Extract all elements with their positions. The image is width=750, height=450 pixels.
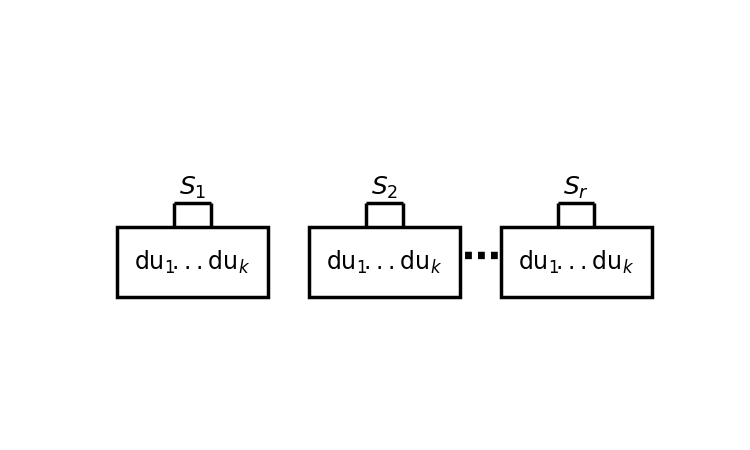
Text: $\mathrm{du}_{1}\!\mathrm{...du}_{k}$: $\mathrm{du}_{1}\!\mathrm{...du}_{k}$ (326, 248, 442, 275)
Text: $\mathbf{\cdots}$: $\mathbf{\cdots}$ (461, 238, 500, 276)
Text: $S_{2}$: $S_{2}$ (370, 175, 398, 201)
Text: $S_{1}$: $S_{1}$ (179, 175, 206, 201)
Bar (117, 227, 268, 297)
Bar (501, 227, 652, 297)
Text: $\mathrm{du}_{1}\!\mathrm{...du}_{k}$: $\mathrm{du}_{1}\!\mathrm{...du}_{k}$ (134, 248, 250, 275)
Text: $S_{r}$: $S_{r}$ (563, 175, 590, 201)
Text: $\mathrm{du}_{1}\!\mathrm{...du}_{k}$: $\mathrm{du}_{1}\!\mathrm{...du}_{k}$ (518, 248, 634, 275)
Bar (309, 227, 460, 297)
